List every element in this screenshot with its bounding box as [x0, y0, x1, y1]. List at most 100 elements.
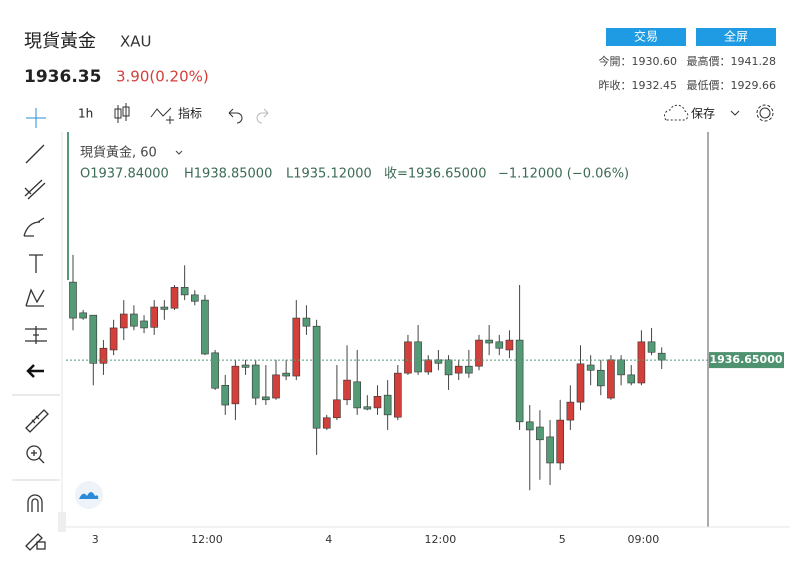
readout-value: −1.12000 (−0.06%)	[498, 167, 629, 182]
candle-body	[292, 317, 301, 377]
readout-value: L1935.12000	[286, 167, 372, 182]
candle-body	[302, 317, 311, 327]
legend-chevron[interactable]	[175, 150, 183, 155]
candle-body	[211, 352, 219, 389]
candle-body	[424, 359, 433, 373]
lock-tool[interactable]	[36, 541, 46, 550]
trade-button-label[interactable]: 交易	[634, 29, 658, 44]
indicator-icon[interactable]	[150, 107, 174, 124]
candle-body	[353, 381, 362, 409]
fullscreen-button-label[interactable]: 全屏	[724, 29, 748, 44]
candle-body	[262, 396, 270, 401]
candle-icon[interactable]	[114, 108, 122, 119]
scroll-handle[interactable]	[58, 512, 66, 532]
x-tick-label: 5	[559, 533, 566, 546]
candle-body	[119, 313, 128, 329]
undo-icon[interactable]	[228, 108, 243, 124]
readout-value: H1938.85000	[184, 167, 272, 182]
left-toolbar	[12, 144, 60, 551]
candle-body	[99, 347, 108, 364]
candle-body	[596, 369, 605, 387]
price-change: 3.90(0.20%)	[116, 68, 209, 86]
candle-body	[251, 364, 260, 399]
candle-body	[383, 394, 392, 416]
candle-body	[454, 365, 463, 374]
candle-icon[interactable]	[122, 106, 130, 117]
settings-icon[interactable]	[756, 104, 774, 122]
candle-body	[160, 306, 169, 310]
x-tick-label: 12:00	[191, 533, 223, 546]
interval-button[interactable]: 1h	[78, 107, 93, 121]
candle-body	[343, 379, 351, 401]
candle-body	[546, 436, 554, 464]
redo-icon	[256, 108, 269, 124]
lock-tool[interactable]	[25, 533, 43, 551]
candle-body	[393, 372, 402, 418]
stat: 昨收：1932.45	[599, 78, 678, 92]
candle-body	[414, 341, 422, 373]
candle-body	[627, 374, 636, 384]
candle-body	[333, 399, 341, 419]
candle-body	[140, 320, 148, 329]
readout-value: O1937.84000	[80, 167, 169, 182]
top-toolbar	[26, 103, 774, 128]
candle-body	[180, 287, 189, 296]
readout-value: 收=1936.65000	[384, 167, 486, 182]
x-tick-label: 12:00	[425, 533, 457, 546]
last-price-tag	[709, 352, 784, 369]
save-button[interactable]: 保存	[691, 107, 715, 121]
candle-body	[647, 341, 656, 353]
candle-body	[657, 352, 666, 361]
candle-body	[282, 372, 290, 377]
candle-body	[363, 406, 372, 410]
stat: 最高價：1941.28	[687, 54, 777, 68]
instrument-symbol: XAU	[120, 33, 152, 51]
indicators-button[interactable]: 指标	[178, 106, 202, 121]
candle-body	[191, 294, 199, 302]
last-price: 1936.35	[24, 67, 101, 87]
candle-body	[231, 365, 240, 405]
candle-body	[586, 364, 595, 371]
text-tool[interactable]	[29, 254, 43, 273]
zoom-tool[interactable]	[31, 450, 45, 464]
fullscreen-button[interactable]	[696, 28, 776, 46]
instrument-title: 現貨黃金	[24, 31, 96, 52]
candle-body	[404, 341, 412, 374]
x-tick-label: 3	[92, 533, 99, 546]
candle-body	[89, 314, 98, 364]
candle-body	[201, 299, 209, 355]
save-chevron[interactable]	[730, 110, 740, 116]
candle-body	[475, 339, 483, 367]
line-tool[interactable]	[25, 144, 45, 164]
candle-body	[607, 359, 615, 399]
candle-body	[79, 312, 87, 319]
candle-body	[150, 306, 158, 328]
candle-body	[312, 325, 321, 429]
measure-tool[interactable]	[25, 326, 47, 344]
cloud-icon[interactable]	[663, 104, 689, 121]
candle-body	[566, 401, 575, 421]
logo-icon	[79, 492, 99, 499]
trade-button[interactable]	[606, 28, 686, 46]
stat: 最低價：1929.66	[687, 78, 777, 92]
candle-body	[637, 341, 646, 384]
pattern-tool[interactable]	[25, 288, 45, 307]
candle-body	[373, 396, 382, 409]
settings-icon[interactable]	[759, 107, 771, 119]
ruler-tool[interactable]	[25, 409, 49, 433]
magnet-tool[interactable]	[27, 494, 43, 512]
legend-title: 現貨黃金, 60	[80, 145, 157, 161]
back-arrow[interactable]	[26, 364, 44, 378]
candle-body	[322, 417, 331, 429]
brush-tool[interactable]	[23, 217, 45, 237]
channel-tool[interactable]	[24, 179, 46, 200]
zoom-tool[interactable]	[26, 445, 42, 461]
candle-body	[69, 281, 77, 319]
candle-body	[515, 339, 524, 423]
last-price-label: 1936.65000	[709, 353, 782, 366]
candle-body	[485, 339, 493, 344]
candle-body	[536, 426, 544, 441]
candle-body	[241, 364, 250, 368]
candle-body	[465, 365, 473, 374]
